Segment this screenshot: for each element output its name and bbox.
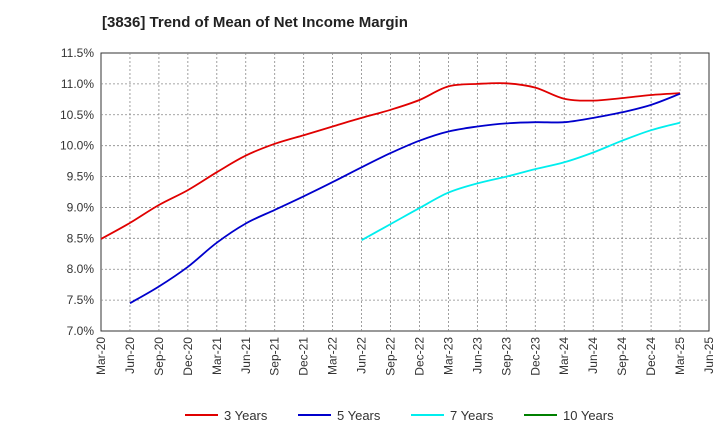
x-tick-label: Dec-22: [412, 337, 426, 376]
x-tick-label: Dec-23: [528, 337, 542, 376]
x-axis-ticks: Mar-20 Jun-20 Sep-20 Dec-20 Mar-21 Jun-21 Sep-…: [94, 337, 716, 376]
x-tick-label: Sep-22: [384, 337, 398, 376]
y-tick-label: 11.5%: [61, 46, 94, 60]
y-tick-label: 9.0%: [67, 200, 95, 214]
y-tick-label: 7.0%: [67, 324, 95, 338]
x-tick-label: Mar-20: [94, 337, 108, 375]
x-tick-label: Jun-24: [586, 337, 600, 374]
y-tick-label: 10.5%: [60, 108, 94, 122]
y-axis-ticks: 7.0% 7.5% 8.0% 8.5% 9.0% 9.5% 10.0% 10.5% 11.0% 1…: [60, 46, 94, 338]
x-tick-label: Jun-22: [355, 337, 369, 374]
x-tick-label: Dec-20: [181, 337, 195, 376]
x-tick-label: Sep-23: [499, 337, 513, 376]
plot-area: [100, 52, 710, 332]
x-tick-label: Sep-24: [615, 337, 629, 376]
legend-label: 7 Years: [450, 408, 494, 423]
legend-label: 3 Years: [224, 408, 268, 423]
x-tick-label: Jun-20: [123, 337, 137, 374]
y-tick-label: 9.5%: [67, 170, 95, 184]
series-line-3: [361, 121, 681, 241]
x-tick-label: Dec-24: [644, 337, 658, 376]
legend-label: 5 Years: [337, 408, 381, 423]
x-tick-label: Mar-21: [210, 337, 224, 375]
series-line-2: [129, 92, 681, 304]
x-tick-label: Mar-25: [673, 337, 687, 375]
x-tick-label: Dec-21: [297, 337, 311, 376]
x-tick-label: Jun-23: [470, 337, 484, 374]
chart-title: [3836] Trend of Mean of Net Income Margi…: [102, 14, 408, 31]
y-tick-label: 10.0%: [60, 139, 94, 153]
x-tick-label: Mar-22: [326, 337, 340, 375]
x-tick-label: Jun-25: [702, 337, 716, 374]
y-tick-label: 8.0%: [67, 262, 95, 276]
y-tick-label: 11.0%: [61, 77, 94, 91]
x-tick-label: Mar-24: [557, 337, 571, 375]
x-tick-label: Mar-23: [441, 337, 455, 375]
x-tick-label: Sep-21: [268, 337, 282, 376]
series-lines: [100, 82, 681, 304]
y-tick-label: 7.5%: [67, 293, 95, 307]
y-tick-label: 8.5%: [67, 231, 95, 245]
legend: 3 Years 5 Years 7 Years 10 Years: [185, 408, 614, 423]
legend-label: 10 Years: [563, 408, 614, 423]
x-tick-label: Jun-21: [239, 337, 253, 374]
x-tick-label: Sep-20: [152, 337, 166, 376]
series-line-1: [100, 82, 681, 240]
